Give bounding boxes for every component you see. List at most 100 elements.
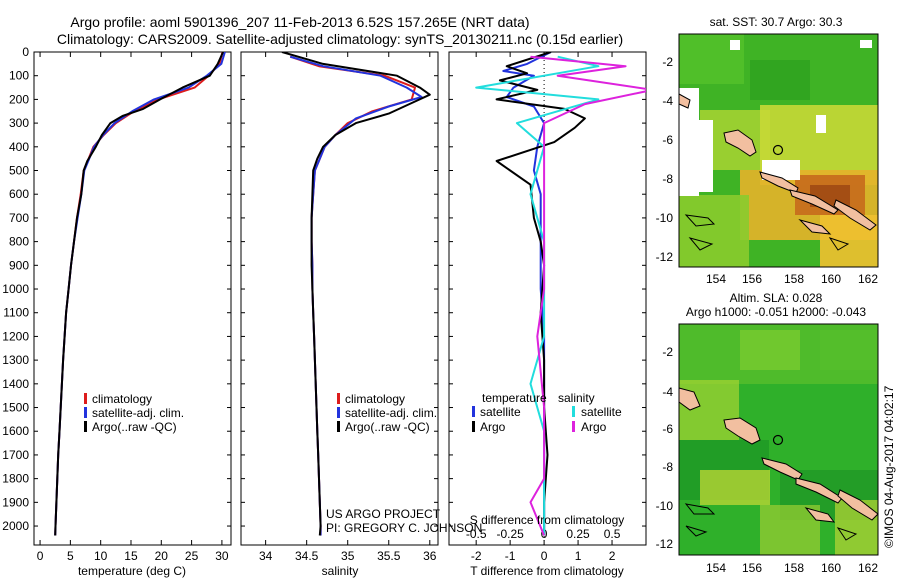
depth-tick-label: 1500: [2, 401, 29, 415]
depth-tick-label: 200: [9, 92, 29, 106]
depth-tick-label: 1900: [2, 495, 29, 509]
guadalcanal-island: [798, 219, 832, 235]
map-ytick: -8: [662, 460, 673, 474]
legend-swatch-sal-satellite: [572, 406, 575, 417]
legend-swatch-argo: [84, 421, 87, 432]
legend-title-temperature: temperature: [482, 391, 547, 405]
map-ytick: -12: [656, 250, 674, 264]
x-tick-label: -1: [505, 549, 516, 563]
map-xtick: 162: [858, 272, 878, 286]
x-tick-label: 36: [423, 549, 437, 563]
legend-label-temp-satellite: satellite: [480, 405, 521, 419]
x-tick-label: 10: [94, 549, 108, 563]
sst-map-frame: [678, 33, 879, 268]
malaita-island: [837, 489, 879, 521]
depth-tick-label: 500: [9, 164, 29, 178]
legend-swatch-sal-argo: [572, 421, 575, 432]
map-ytick: -8: [662, 172, 673, 186]
legend-label-temp-argo: Argo: [480, 420, 506, 434]
map-ytick: -6: [662, 133, 673, 147]
legend-label-climatology: climatology: [92, 392, 152, 406]
depth-tick-label: 800: [9, 235, 29, 249]
x-tick-label: 35.5: [377, 549, 401, 563]
map-ytick: -2: [662, 345, 673, 359]
depth-tick-label: 1800: [2, 472, 29, 486]
credit-line2: PI: GREGORY C. JOHNSON: [326, 521, 482, 535]
map-xtick: 156: [742, 561, 762, 575]
legend-label-sal-satellite: satellite: [581, 405, 622, 419]
map-xtick: 158: [784, 561, 804, 575]
salinity-panel-frame: [240, 51, 439, 546]
series-line-salinity-argo: [529, 55, 646, 536]
sla-map: [678, 323, 879, 556]
depth-tick-label: 1600: [2, 424, 29, 438]
legend-swatch-satellite: [337, 407, 340, 418]
x-tick-label: 34: [259, 549, 273, 563]
guadalcanal-island: [804, 507, 836, 523]
depth-axis: 0 100 200 300 400 500 600 700 800 900 1000 1100 1200…: [2, 45, 29, 533]
legend-swatch-climatology: [84, 393, 87, 404]
temperature-legend: climatology satellite-adj. clim. Argo(..…: [84, 392, 184, 434]
santa-isabel-island: [795, 477, 843, 504]
sst-map: [678, 33, 879, 268]
series-line-temperature-argo: [495, 52, 586, 536]
t-difference-xlabel: T difference from climatology: [470, 564, 624, 578]
x-tick-label: 2: [609, 549, 616, 563]
argo-float-marker: [772, 144, 784, 156]
series-line-salinity-satellite: [475, 55, 600, 536]
salinity-xlabel: salinity: [322, 564, 359, 578]
x-tick-label: 25: [185, 549, 199, 563]
depth-tick-label: 1100: [3, 306, 29, 320]
x-tick-label: 0: [541, 549, 548, 563]
map-ytick: -10: [656, 211, 674, 225]
temperature-x-ticks: 0 5 10 15 20 25 30: [34, 51, 231, 563]
map-xtick: 160: [821, 561, 841, 575]
map-ytick: -12: [656, 537, 674, 551]
figure-title-line2: Climatology: CARS2009. Satellite-adjuste…: [57, 31, 623, 47]
series-line-temperature-satellite: [502, 52, 552, 536]
depth-tick-label: 1700: [2, 448, 29, 462]
x-tick-label: 15: [124, 549, 138, 563]
map-ytick: -6: [662, 422, 673, 436]
x-tick-label: 30: [215, 549, 229, 563]
legend-swatch-temp-argo: [472, 421, 475, 432]
legend-swatch-temp-satellite: [472, 406, 475, 417]
sst-map-title: sat. SST: 30.7 Argo: 30.3: [710, 15, 843, 29]
depth-tick-label: 900: [9, 258, 29, 272]
legend-label-satellite: satellite-adj. clim.: [92, 406, 184, 420]
legend-swatch-satellite: [84, 407, 87, 418]
sla-map-title-line2: Argo h1000: -0.051 h2000: -0.043: [686, 305, 866, 319]
s-difference-x-ticks: -0.5 -0.25 0 0.25 0.5: [466, 527, 621, 541]
map-xtick: 156: [742, 272, 762, 286]
map-xtick: 154: [706, 272, 726, 286]
t-difference-x-ticks: -2 -1 0 1 2: [449, 51, 646, 563]
bougainville-island: [723, 129, 757, 157]
map-ytick: -4: [662, 385, 673, 399]
x-tick-label: 35: [341, 549, 355, 563]
x2-tick-label: 0.5: [604, 527, 621, 541]
imos-watermark: ©IMOS 04-Aug-2017 04:02:17: [882, 385, 896, 548]
legend-label-argo: Argo(..raw -QC): [92, 420, 177, 434]
salinity-x-ticks: 34 34.5 35 35.5 36: [241, 51, 438, 563]
legend-label-sal-argo: Argo: [581, 420, 607, 434]
malaita-island: [833, 199, 877, 231]
x2-tick-label: 0.25: [566, 527, 590, 541]
santa-isabel-island: [789, 189, 839, 215]
argo-float-marker: [772, 434, 784, 446]
sst-map-y-ticks: -2 -4 -6 -8 -10 -12: [656, 55, 674, 264]
series-line-argo-raw-qc: [54, 52, 225, 536]
difference-legend: temperature salinity satellite Argo sate…: [472, 391, 622, 434]
legend-swatch-argo: [337, 421, 340, 432]
salinity-series: [281, 52, 431, 536]
legend-label-argo: Argo(..raw -QC): [345, 420, 430, 434]
map-xtick: 160: [821, 272, 841, 286]
legend-label-satellite: satellite-adj. clim.: [345, 406, 437, 420]
sla-map-title-line1: Altim. SLA: 0.028: [730, 291, 823, 305]
depth-tick-label: 1000: [2, 282, 29, 296]
legend-swatch-climatology: [337, 393, 340, 404]
legend-title-salinity: salinity: [558, 391, 595, 405]
temperature-xlabel: temperature (deg C): [78, 564, 186, 578]
map-xtick: 154: [706, 561, 726, 575]
depth-tick-label: 1400: [2, 377, 29, 391]
s-difference-xlabel: S difference from climatology: [470, 513, 625, 527]
